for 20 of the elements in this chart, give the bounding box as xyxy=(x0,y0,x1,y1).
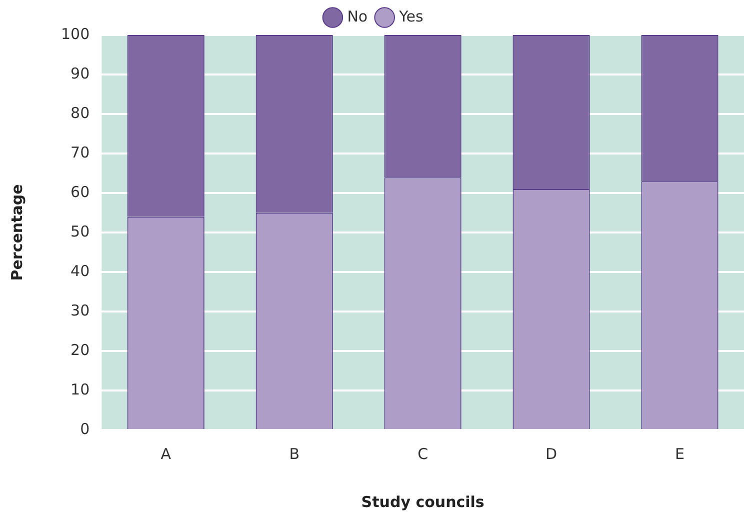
y-tick-label: 80 xyxy=(70,104,90,122)
x-tick-label: B xyxy=(289,444,300,463)
y-tick-label: 50 xyxy=(70,222,90,240)
legend-label: Yes xyxy=(398,7,424,26)
y-tick-label: 30 xyxy=(70,301,90,320)
y-tick-label: 100 xyxy=(60,24,90,43)
x-tick-label: A xyxy=(160,444,172,463)
y-tick-label: 70 xyxy=(70,143,90,162)
x-tick-label: E xyxy=(675,444,685,463)
x-axis-title: Study councils xyxy=(361,492,484,511)
y-tick-label: 40 xyxy=(70,262,90,280)
y-tick-label: 10 xyxy=(70,380,90,398)
x-tick-label: D xyxy=(546,444,558,463)
y-tick-label: 20 xyxy=(70,340,90,359)
x-tick-label: C xyxy=(418,444,428,463)
y-tick-label: 0 xyxy=(80,420,90,438)
legend-label: No xyxy=(347,7,368,26)
y-tick-label: 90 xyxy=(70,64,90,82)
y-axis-title: Percentage xyxy=(8,184,26,281)
y-tick-label: 60 xyxy=(70,182,90,201)
